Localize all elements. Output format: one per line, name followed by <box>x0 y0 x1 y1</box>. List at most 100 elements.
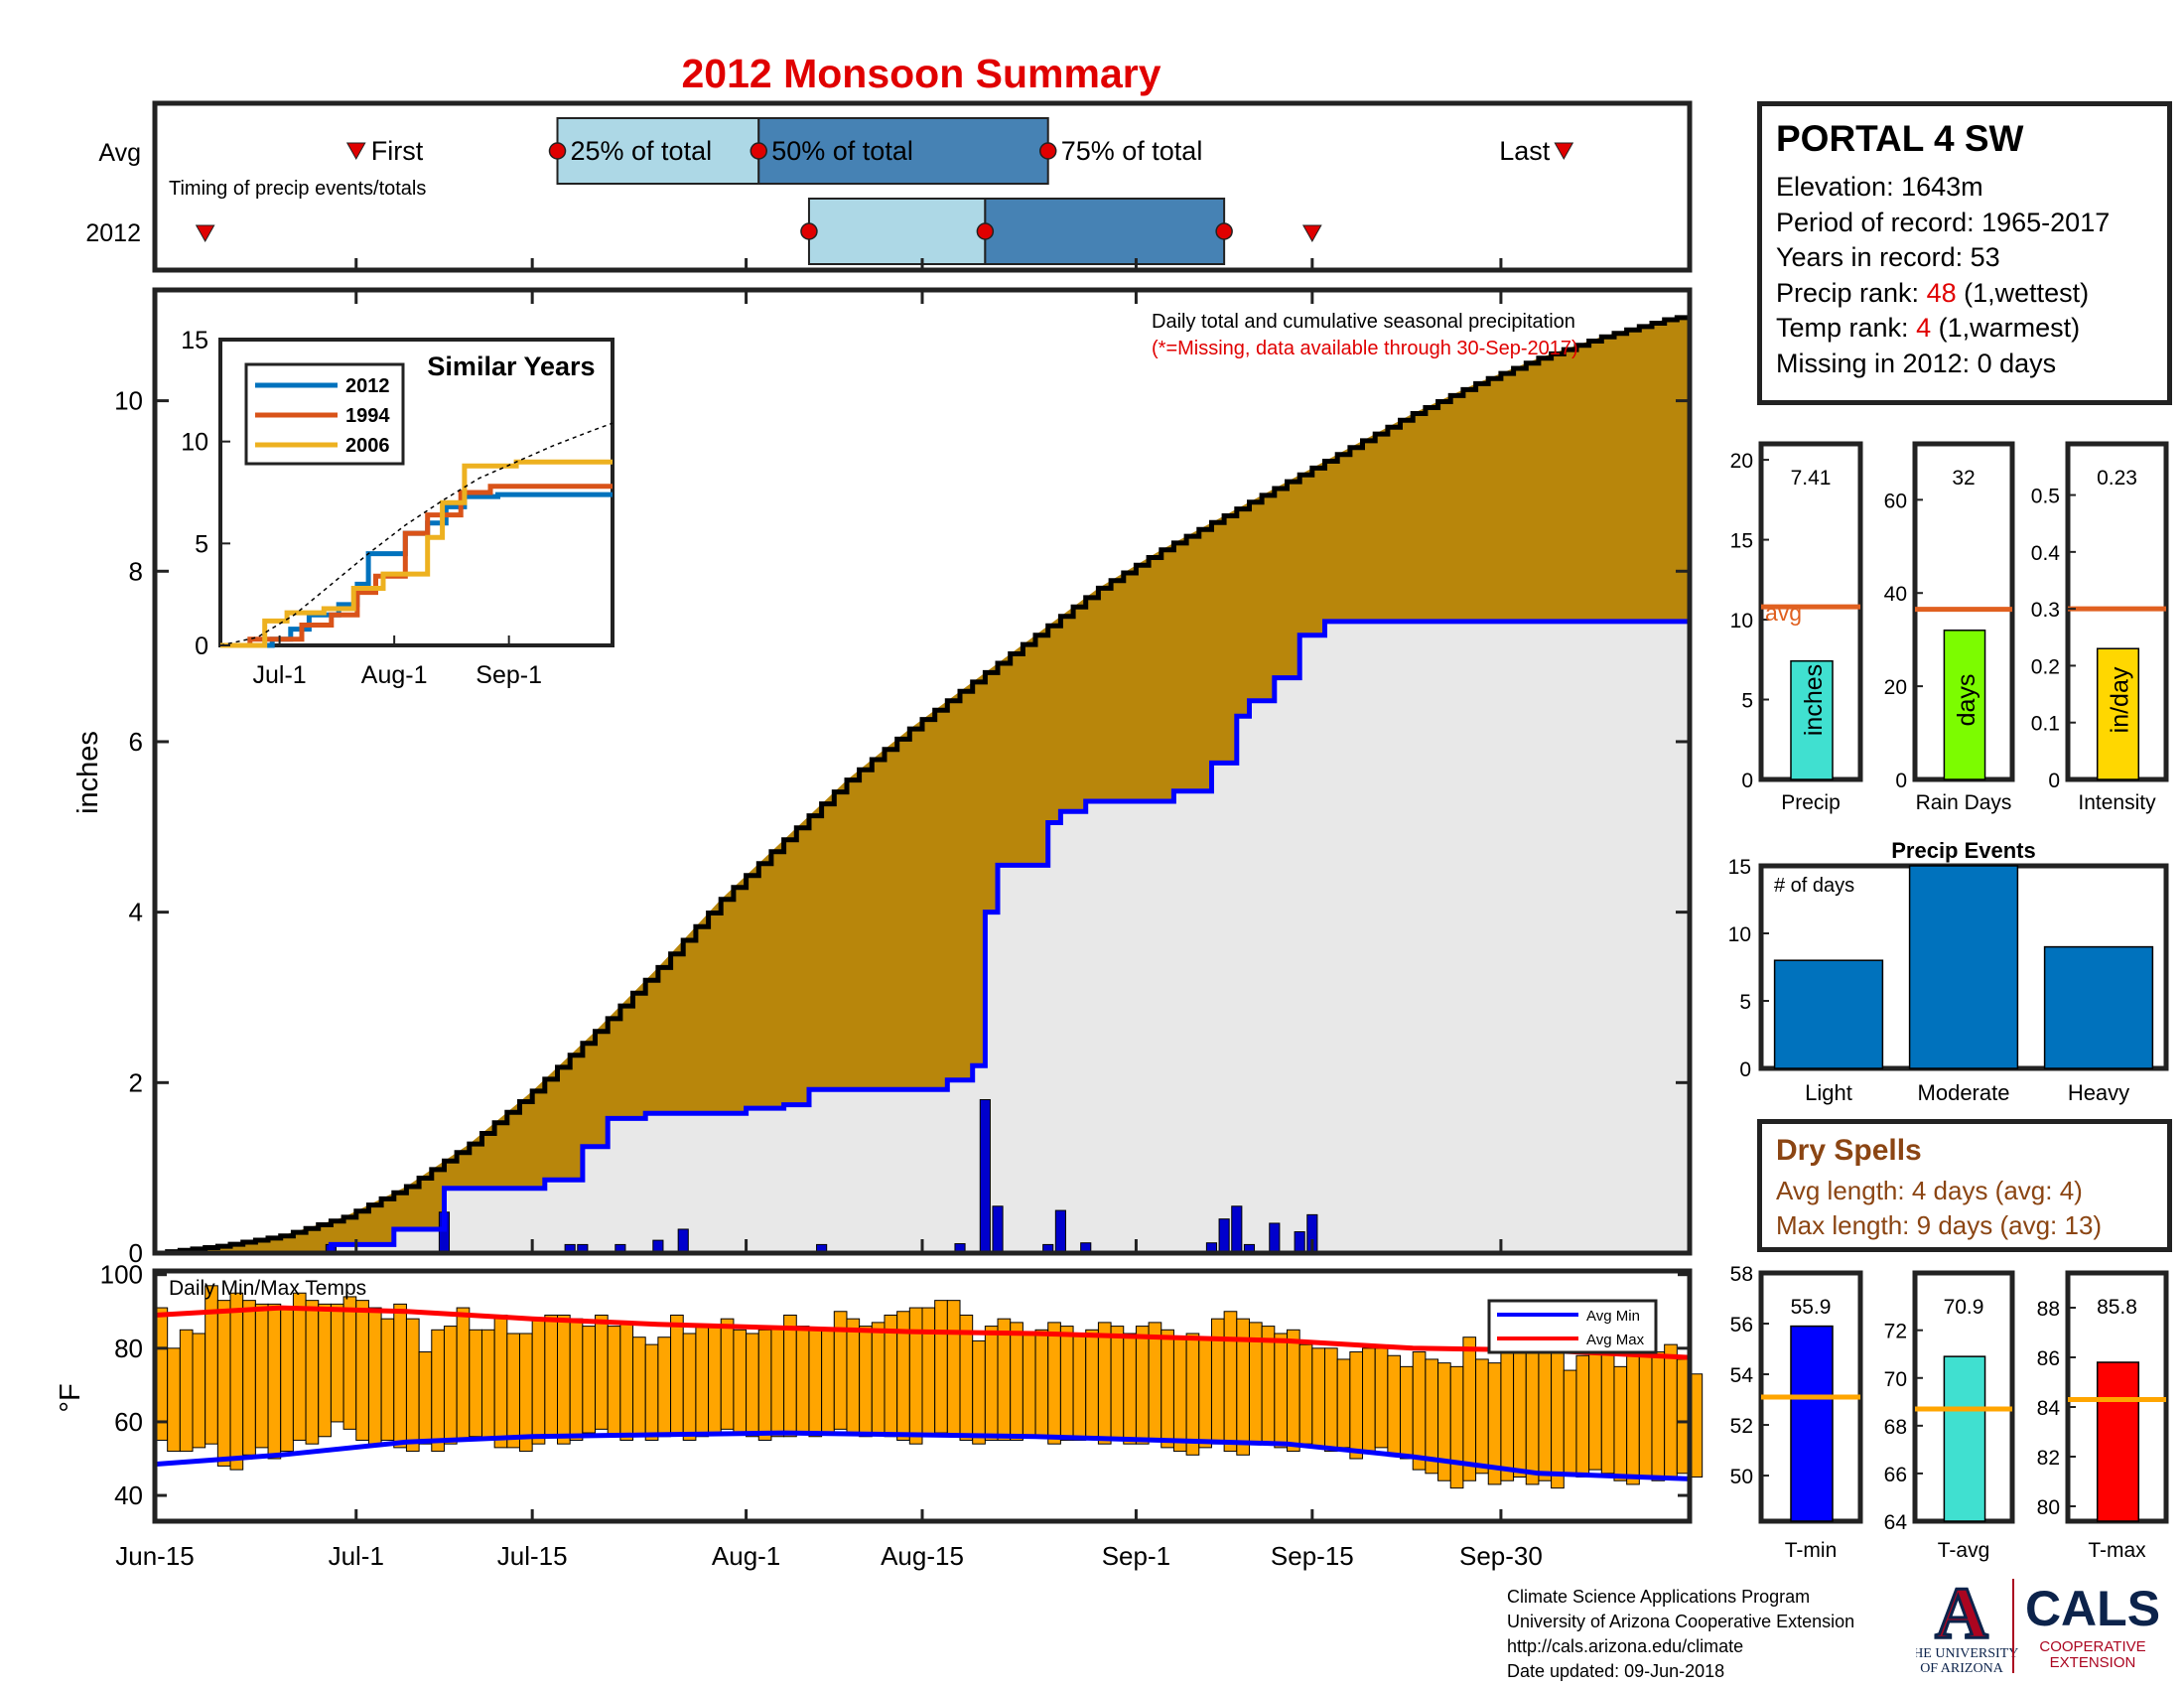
daily-temp-bar <box>1638 1347 1653 1478</box>
daily-temp-bar <box>1551 1351 1565 1489</box>
metric-xlabel: T-min <box>1785 1539 1838 1562</box>
daily-temp-bar <box>746 1333 759 1438</box>
daily-temp-bar <box>456 1307 471 1441</box>
metric-value-label: 55.9 <box>1791 1296 1832 1319</box>
daily-temp-bar <box>1160 1329 1174 1449</box>
daily-precip-bar <box>992 1205 1004 1254</box>
daily-temp-bar <box>292 1292 307 1441</box>
metric-ytick-label: 0.4 <box>2031 542 2061 565</box>
daily-temp-bar <box>179 1329 194 1453</box>
daily-temp-bar <box>972 1339 986 1445</box>
temp-ytick-label: 60 <box>114 1407 143 1437</box>
station-years: Years in record: 53 <box>1776 242 2000 272</box>
metric-value-label: 70.9 <box>1944 1296 1984 1319</box>
daily-temp-bar <box>1412 1351 1427 1471</box>
metric-ytick-label: 0.5 <box>2031 486 2060 508</box>
daily-precip-bar <box>677 1228 689 1254</box>
temp-ytick-label: 40 <box>114 1480 143 1510</box>
daily-temp-bar <box>733 1329 748 1434</box>
daily-temp-bar <box>1462 1336 1477 1481</box>
daily-temp-bar <box>557 1314 571 1445</box>
avg-max-line <box>154 1305 1691 1360</box>
timeline-row-avg: Avg <box>98 139 141 167</box>
daily-temp-bar <box>1097 1322 1112 1445</box>
metric-value-label: 85.8 <box>2097 1296 2137 1319</box>
figure-title: 2012 Monsoon Summary <box>681 51 1160 96</box>
metric-value-label: 7.41 <box>1791 467 1832 490</box>
daily-temp-bar <box>469 1329 482 1438</box>
cumulative-2012-line <box>155 619 1690 1256</box>
temp-ytick-label: 80 <box>114 1334 143 1363</box>
station-name: PORTAL 4 SW <box>1776 118 2024 159</box>
daily-temp-bar <box>1613 1365 1628 1481</box>
metric-ytick-label: 84 <box>2037 1397 2061 1420</box>
quantile-marker <box>976 222 995 240</box>
legend-label-2012: 2012 <box>345 375 390 397</box>
metric-ytick-label: 80 <box>2037 1496 2060 1519</box>
daily-temp-bar <box>1588 1347 1602 1471</box>
temp-rank-label: Temp rank: <box>1776 313 1917 343</box>
inset-xtick-label: Sep-1 <box>476 661 542 689</box>
station-info-box: PORTAL 4 SW Elevation: 1643m Period of r… <box>1757 101 2172 405</box>
daily-temp-bar <box>318 1303 332 1438</box>
timeline-row-2012: 2012 <box>85 219 141 247</box>
quantile-marker <box>1215 222 1233 240</box>
daily-temp-bar <box>1034 1329 1049 1438</box>
daily-temp-bar <box>708 1326 722 1434</box>
station-period: Period of record: 1965-2017 <box>1776 207 2111 237</box>
dry-spells-box: Dry Spells Avg length: 4 days (avg: 4) M… <box>1757 1119 2172 1252</box>
daily-temp-bar <box>1575 1354 1590 1478</box>
daily-temp-bar <box>1148 1322 1162 1441</box>
daily-precip-bar <box>1269 1222 1281 1254</box>
daily-temp-bar <box>934 1300 948 1434</box>
coop-line-2: EXTENSION <box>2050 1654 2136 1671</box>
precip-ytick-label: 8 <box>129 556 143 586</box>
metric-value-label: 0.23 <box>2097 467 2137 490</box>
temp-legend-label: Avg Min <box>1586 1308 1640 1325</box>
daily-temp-bar <box>808 1329 823 1438</box>
avg-min-line <box>154 1430 1691 1481</box>
daily-precip-bar <box>1054 1209 1066 1254</box>
daily-temp-bar <box>380 1318 395 1441</box>
metric-ytick-label: 66 <box>1884 1464 1907 1486</box>
daily-temp-bar <box>1336 1358 1351 1449</box>
similar-years-title: Similar Years <box>427 352 595 381</box>
daily-temp-bar <box>393 1303 407 1449</box>
daily-temp-bar <box>846 1318 861 1434</box>
daily-temp-bar <box>657 1336 672 1438</box>
daily-precip-bar <box>1218 1218 1230 1254</box>
daily-temp-bar <box>1449 1365 1464 1489</box>
metric-unit-label: in/day <box>2106 666 2133 733</box>
inset-xtick-label: Aug-1 <box>361 661 428 689</box>
metric-ytick-label: 0 <box>1741 770 1753 792</box>
precip-subtitle: Daily total and cumulative seasonal prec… <box>1152 311 1575 333</box>
daily-temp-bar <box>1362 1347 1376 1453</box>
daily-temp-bar <box>342 1296 357 1430</box>
precip-rank-label: Precip rank: <box>1776 277 1927 308</box>
precip-events-ytick-label: 10 <box>1728 923 1751 946</box>
daily-temp-bar <box>229 1292 244 1471</box>
marker-label-50: 50% of total <box>771 136 913 166</box>
daily-temp-bar <box>1010 1322 1024 1441</box>
ua-block-a-icon: A <box>1935 1574 1987 1654</box>
x-tick-label: Jul-15 <box>497 1541 568 1571</box>
metric-ytick-label: 0.1 <box>2031 713 2060 736</box>
daily-temp-bar <box>1563 1369 1577 1475</box>
precip-ytick-label: 6 <box>129 727 143 757</box>
daily-temp-bar <box>695 1326 710 1438</box>
metric-ytick-label: 52 <box>1730 1415 1753 1438</box>
precip-events-category-label: Light <box>1805 1080 1852 1105</box>
temp-ytick-label: 100 <box>100 1260 143 1290</box>
daily-temp-bar <box>1311 1347 1326 1449</box>
ua-name-line-1: THE UNIVERSITY <box>1916 1646 2018 1661</box>
metric-ytick-label: 82 <box>2037 1447 2060 1470</box>
daily-temp-bar <box>1286 1329 1300 1453</box>
daily-temp-bar <box>946 1300 961 1438</box>
precip-ytick-label: 4 <box>129 898 143 927</box>
daily-temp-bar <box>1274 1333 1288 1449</box>
daily-temp-bar <box>720 1318 735 1430</box>
dry-spells-title: Dry Spells <box>1776 1134 1922 1167</box>
metric-bar-t-min <box>1790 1325 1834 1522</box>
daily-temp-bar <box>1261 1326 1276 1445</box>
daily-temp-bar <box>367 1307 382 1445</box>
